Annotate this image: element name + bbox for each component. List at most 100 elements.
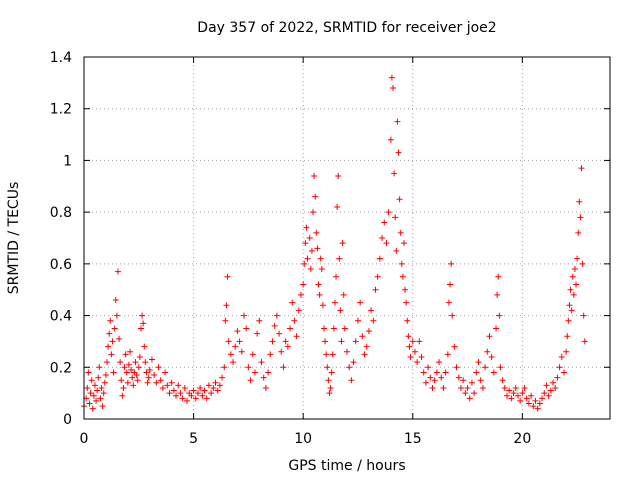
data-point	[494, 291, 501, 298]
data-point	[133, 372, 140, 379]
data-point	[482, 364, 489, 371]
data-point	[340, 291, 347, 298]
data-point	[184, 397, 191, 404]
data-point	[488, 353, 495, 360]
data-point	[528, 392, 535, 399]
data-point	[580, 312, 587, 319]
data-point	[120, 384, 127, 391]
data-point	[144, 379, 151, 386]
data-point	[234, 328, 241, 335]
y-tick-label: 0.6	[50, 257, 72, 273]
data-point	[291, 317, 298, 324]
x-tick-label: 20	[513, 431, 531, 447]
data-point	[506, 387, 513, 394]
data-point	[127, 348, 134, 355]
data-point	[128, 366, 135, 373]
data-point	[271, 322, 278, 329]
data-point	[118, 377, 125, 384]
data-point	[323, 351, 330, 358]
data-point	[521, 384, 528, 391]
data-point	[315, 281, 322, 288]
data-point	[493, 325, 500, 332]
data-point	[475, 359, 482, 366]
data-point	[573, 281, 580, 288]
data-point	[352, 338, 359, 345]
plot-frame	[83, 56, 611, 420]
data-point	[567, 286, 574, 293]
data-point	[124, 379, 131, 386]
data-point	[448, 260, 455, 267]
y-tick-label: 0	[63, 412, 72, 428]
x-tick-label: 15	[404, 431, 422, 447]
data-point	[523, 395, 530, 402]
data-point	[164, 382, 171, 389]
data-point	[322, 338, 329, 345]
data-point	[153, 379, 160, 386]
data-point	[484, 348, 491, 355]
data-point	[312, 193, 319, 200]
data-point	[278, 348, 285, 355]
data-point	[444, 351, 451, 358]
data-point	[197, 384, 204, 391]
data-point	[525, 400, 532, 407]
data-point	[554, 374, 561, 381]
data-point	[166, 390, 173, 397]
data-point	[224, 273, 231, 280]
data-point	[517, 397, 524, 404]
data-point	[307, 266, 314, 273]
data-point	[372, 286, 379, 293]
data-point	[568, 307, 575, 314]
data-point	[393, 247, 400, 254]
data-point	[236, 338, 243, 345]
data-point	[565, 317, 572, 324]
data-point	[142, 359, 149, 366]
data-point	[398, 260, 405, 267]
data-point	[112, 297, 119, 304]
data-point	[139, 312, 146, 319]
data-point	[317, 255, 324, 262]
data-point	[216, 382, 223, 389]
data-point	[490, 369, 497, 376]
data-point	[318, 266, 325, 273]
chart-title: Day 357 of 2022, SRMTID for receiver joe…	[197, 20, 496, 36]
data-point	[99, 403, 106, 410]
data-point	[344, 348, 350, 355]
data-point	[203, 395, 210, 402]
data-point	[471, 390, 478, 397]
data-point	[284, 343, 291, 350]
data-point	[496, 312, 503, 319]
data-point	[460, 377, 467, 384]
data-point	[510, 390, 517, 397]
data-point	[243, 325, 250, 332]
y-tick-label: 1.4	[50, 50, 72, 66]
data-point	[260, 374, 267, 381]
data-point	[381, 219, 388, 226]
data-point	[564, 333, 571, 340]
data-point	[84, 384, 91, 391]
data-point	[170, 387, 177, 394]
data-point	[327, 384, 334, 391]
data-point	[357, 299, 364, 306]
data-point	[210, 384, 217, 391]
data-point	[536, 400, 543, 407]
data-point	[148, 356, 155, 363]
data-point	[314, 245, 321, 252]
data-point	[532, 397, 539, 404]
data-point	[579, 260, 586, 267]
data-point	[146, 366, 153, 373]
data-point	[328, 369, 335, 376]
y-tick-label: 0.2	[50, 360, 72, 376]
data-point	[390, 85, 397, 92]
data-point	[214, 387, 221, 394]
data-point	[247, 377, 254, 384]
data-point	[262, 384, 269, 391]
data-point	[407, 353, 414, 360]
data-point	[320, 325, 327, 332]
data-point	[406, 343, 413, 350]
data-point	[102, 372, 109, 379]
data-point	[95, 374, 102, 381]
data-point	[479, 384, 486, 391]
data-point	[374, 273, 381, 280]
data-point	[436, 359, 443, 366]
y-tick-label: 0.4	[50, 309, 72, 325]
